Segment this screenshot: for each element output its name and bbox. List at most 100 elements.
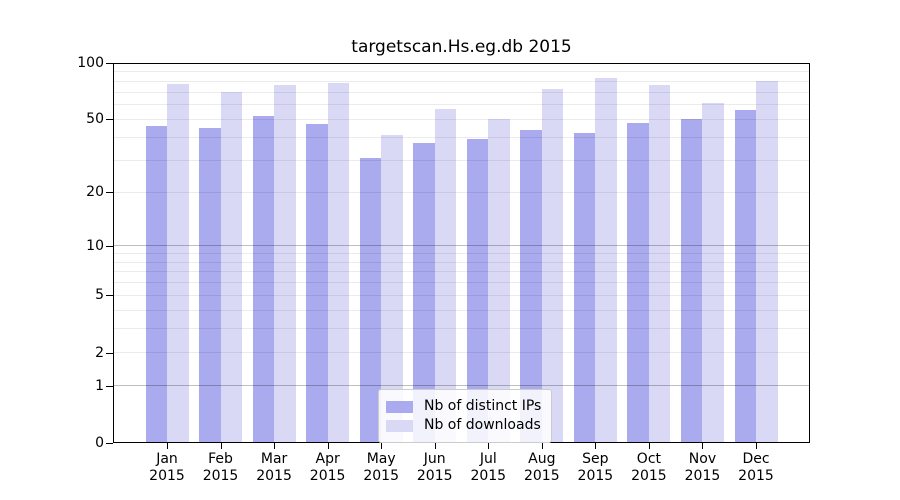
legend: Nb of distinct IPs Nb of downloads <box>378 389 553 443</box>
minor-gridline <box>113 159 810 161</box>
x-tick-month: Nov <box>688 451 717 467</box>
x-tick-year: 2015 <box>470 468 507 484</box>
x-tick-month: Jan <box>156 451 178 467</box>
x-tick-label: Nov 2015 <box>670 451 734 485</box>
legend-label-downloads: Nb of downloads <box>424 417 541 433</box>
minor-gridline <box>113 191 810 193</box>
bar-downloads-feb <box>220 92 243 443</box>
x-tick-month: Sep <box>582 451 609 467</box>
bar-downloads-apr <box>327 83 350 443</box>
y-tick-label: 0 <box>95 435 104 451</box>
x-tick-year: 2015 <box>149 468 185 484</box>
x-tick-month: Apr <box>315 451 340 467</box>
y-tick-label: 10 <box>86 237 104 254</box>
bar-ips-feb <box>199 127 221 443</box>
x-tick-label: Aug 2015 <box>510 451 574 485</box>
minor-gridline <box>113 352 810 354</box>
minor-gridline <box>113 282 810 284</box>
y-tick-mark <box>106 353 113 354</box>
bar-ips-nov <box>680 119 703 443</box>
y-tick-mark <box>106 443 113 444</box>
x-tick-label: Oct 2015 <box>617 451 681 485</box>
x-tick-label: Jun 2015 <box>403 451 467 485</box>
x-tick-label: Dec 2015 <box>724 451 788 485</box>
x-tick-mark <box>327 443 329 449</box>
minor-gridline <box>113 136 810 138</box>
x-tick-label: Sep 2015 <box>563 451 627 485</box>
bar-ips-oct <box>627 122 649 443</box>
legend-item-downloads: Nb of downloads <box>386 416 541 435</box>
minor-gridline <box>113 91 810 93</box>
minor-gridline <box>113 294 810 296</box>
major-gridline <box>113 385 810 387</box>
x-tick-label: Apr 2015 <box>296 451 360 485</box>
x-tick-mark <box>595 443 597 449</box>
x-tick-label: Jul 2015 <box>456 451 520 485</box>
y-tick-label: 50 <box>86 111 104 128</box>
x-tick-mark <box>702 443 704 449</box>
x-tick-year: 2015 <box>577 468 614 484</box>
y-tick-mark <box>106 246 113 247</box>
y-tick-mark <box>106 192 113 193</box>
minor-gridline <box>113 80 810 82</box>
x-tick-month: Jul <box>479 451 497 467</box>
x-tick-label: Mar 2015 <box>242 451 306 485</box>
bar-downloads-may <box>381 135 403 443</box>
minor-gridline <box>113 309 810 311</box>
x-tick-year: 2015 <box>416 468 453 484</box>
x-tick-mark <box>488 443 490 449</box>
y-tick-label: 5 <box>95 287 104 304</box>
y-tick-label: 20 <box>86 184 104 201</box>
bar-ips-jun <box>413 143 435 443</box>
bar-downloads-nov <box>702 103 724 443</box>
bar-ips-apr <box>306 124 328 443</box>
minor-gridline <box>113 71 810 73</box>
x-tick-mark <box>381 443 383 449</box>
minor-gridline <box>113 271 810 273</box>
legend-swatch-downloads <box>386 419 413 432</box>
y-tick-mark <box>106 295 113 296</box>
bar-ips-jan <box>145 125 167 443</box>
x-tick-year: 2015 <box>631 468 667 484</box>
bar-downloads-jan <box>167 84 189 443</box>
legend-label-distinct-ips: Nb of distinct IPs <box>424 398 542 414</box>
x-tick-month: Dec <box>742 451 770 467</box>
x-tick-mark <box>274 443 276 449</box>
x-tick-month: Mar <box>260 451 288 467</box>
bar-ips-may <box>359 157 382 443</box>
x-tick-label: Feb 2015 <box>189 451 253 485</box>
x-tick-year: 2015 <box>523 468 560 484</box>
bar-downloads-jul <box>488 119 510 443</box>
minor-gridline <box>113 252 810 254</box>
bar-downloads-oct <box>648 85 671 443</box>
x-tick-year: 2015 <box>363 468 399 484</box>
bar-ips-dec <box>734 110 756 443</box>
x-tick-month: Aug <box>528 451 556 467</box>
chart-title: targetscan.Hs.eg.db 2015 <box>351 37 572 57</box>
bar-ips-aug <box>520 129 542 443</box>
x-tick-month: Feb <box>208 451 233 467</box>
x-tick-mark <box>434 443 436 449</box>
y-tick-label: 2 <box>95 344 104 361</box>
bar-ips-jul <box>466 139 489 443</box>
y-tick-mark <box>106 119 113 120</box>
legend-item-distinct-ips: Nb of distinct IPs <box>386 397 541 416</box>
bar-downloads-dec <box>756 81 778 443</box>
x-tick-year: 2015 <box>684 468 721 484</box>
x-tick-mark <box>541 443 543 449</box>
minor-gridline <box>113 261 810 263</box>
bar-downloads-sep <box>595 78 617 443</box>
x-tick-year: 2015 <box>738 468 774 484</box>
x-tick-year: 2015 <box>309 468 346 484</box>
bar-downloads-mar <box>274 85 296 443</box>
legend-swatch-distinct-ips <box>386 400 413 413</box>
y-tick-mark <box>106 386 113 387</box>
x-tick-year: 2015 <box>202 468 239 484</box>
bar-ips-mar <box>252 116 275 443</box>
x-tick-year: 2015 <box>256 468 292 484</box>
x-tick-month: Jun <box>423 451 446 467</box>
x-tick-mark <box>756 443 757 449</box>
x-tick-mark <box>648 443 650 449</box>
minor-gridline <box>113 328 810 330</box>
